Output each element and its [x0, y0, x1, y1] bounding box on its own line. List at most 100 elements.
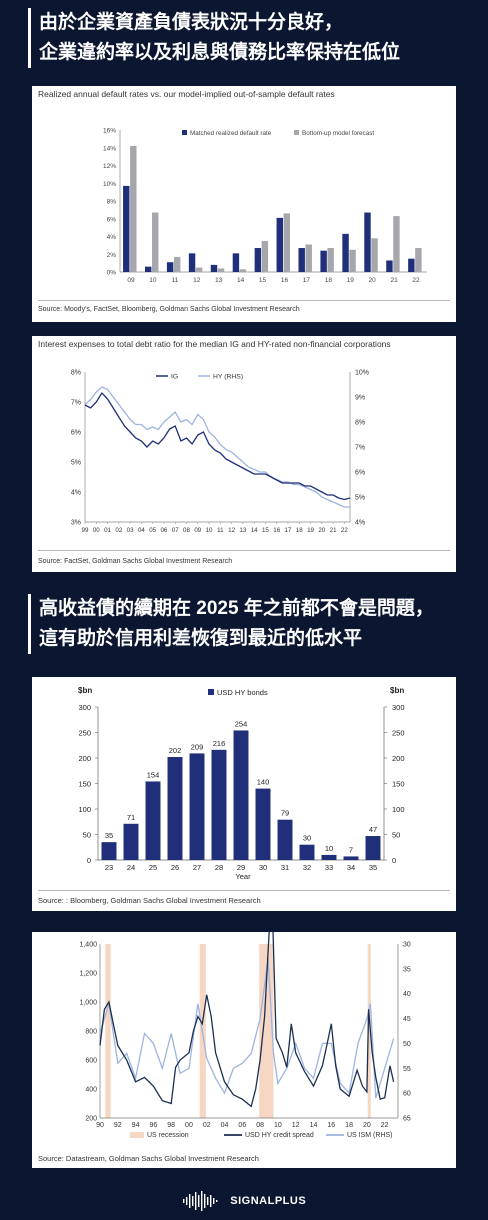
x-tick-label: 16 — [327, 1122, 335, 1129]
right-tick-label: 150 — [392, 780, 405, 789]
y-tick-label: 0% — [107, 270, 117, 277]
bar-realized — [232, 253, 240, 272]
left-tick-label: 3% — [71, 520, 81, 527]
x-tick-label: 25 — [149, 863, 157, 872]
data-label: 47 — [369, 825, 377, 834]
right-tick-label: 250 — [392, 729, 405, 738]
x-tick-label: 14 — [251, 527, 258, 534]
legend-label-ig: IG — [171, 374, 178, 381]
legend-label-0: Matched realized default rate — [190, 130, 272, 137]
data-label: 202 — [169, 746, 182, 755]
left-tick-label: 8% — [71, 370, 81, 377]
x-tick-label: 13 — [215, 277, 223, 284]
left-tick-label: 0 — [87, 856, 91, 865]
x-tick-label: 05 — [149, 527, 156, 534]
bar — [277, 819, 293, 860]
right-tick-label: 9% — [355, 395, 365, 402]
legend-label: USD HY bonds — [217, 688, 268, 697]
maturity-source: Source: : Bloomberg, Goldman Sachs Globa… — [38, 896, 261, 905]
brand-name: SIGNALPLUS — [230, 1195, 307, 1207]
bar — [299, 844, 315, 860]
data-label: 154 — [147, 770, 160, 779]
left-tick-label: 100 — [78, 805, 91, 814]
bar-realized — [320, 250, 327, 272]
right-tick-label: 65 — [403, 1116, 411, 1123]
x-tick-label: 15 — [259, 277, 267, 284]
left-tick-label: 1,200 — [79, 971, 97, 978]
left-tick-label: 150 — [78, 780, 91, 789]
data-label: 71 — [127, 813, 135, 822]
x-tick-label: 12 — [193, 277, 201, 284]
heading-top: 由於企業資產負債表狀況十分良好， 企業違約率以及利息與債務比率保持在低位 — [28, 8, 478, 68]
series-line-ig — [84, 391, 351, 501]
default-rates-title: Realized annual default rates vs. our mo… — [38, 89, 335, 99]
x-tick-label: 33 — [325, 863, 333, 872]
x-tick-label: 34 — [347, 863, 355, 872]
data-label: 216 — [213, 739, 226, 748]
x-tick-label: 06 — [238, 1122, 246, 1129]
legend-label-ism: US ISM (RHS) — [347, 1132, 393, 1139]
y-tick-label: 12% — [103, 163, 116, 170]
bar — [321, 854, 337, 860]
x-tick-label: 18 — [345, 1122, 353, 1129]
data-label: 79 — [281, 809, 289, 818]
x-tick-label: 98 — [167, 1122, 175, 1129]
x-tick-label: 03 — [127, 527, 134, 534]
x-tick-label: 09 — [194, 527, 201, 534]
footer: SIGNALPLUS — [0, 1190, 488, 1212]
bar-forecast — [349, 249, 356, 272]
x-tick-label: 16 — [281, 277, 289, 284]
x-tick-label: 08 — [256, 1122, 264, 1129]
data-label: 35 — [105, 831, 113, 840]
bar-realized — [123, 185, 130, 272]
bar-forecast — [239, 269, 247, 272]
x-tick-label: 30 — [259, 863, 267, 872]
default-rates-source: Source: Moody's, FactSet, Bloomberg, Gol… — [38, 306, 300, 313]
x-tick-label: 99 — [82, 527, 89, 534]
x-tick-label: 01 — [104, 527, 111, 534]
x-tick-label: 24 — [127, 863, 135, 872]
x-tick-label: 06 — [160, 527, 167, 534]
right-tick-label: 0 — [392, 856, 396, 865]
legend-swatch-0 — [182, 130, 187, 135]
maturity-card: $bn $bn 0 0 50 50 100 100 150 150 200 200 250 250 300 3… — [32, 677, 456, 911]
signal-bars-icon — [182, 1191, 218, 1211]
left-tick-label: 200 — [78, 754, 91, 763]
left-tick-label: 250 — [78, 729, 91, 738]
legend-label-hy: HY (RHS) — [213, 374, 243, 381]
series-line-ism — [99, 958, 395, 1099]
bar — [189, 753, 205, 860]
heading-top-line-2: 企業違約率以及利息與債務比率保持在低位 — [39, 42, 401, 63]
bar-forecast — [305, 244, 312, 272]
bar-forecast — [393, 216, 400, 272]
x-tick-label: 16 — [273, 527, 280, 534]
right-tick-label: 5% — [355, 495, 365, 502]
y-tick-label: 2% — [107, 252, 117, 259]
heading-middle-line-2: 這有助於信用利差恢復到最近的低水平 — [39, 628, 363, 649]
right-tick-label: 100 — [392, 805, 405, 814]
left-tick-label: 4% — [71, 490, 81, 497]
right-tick-label: 45 — [403, 1016, 411, 1023]
x-tick-label: 22 — [412, 277, 420, 284]
x-tick-label: 00 — [93, 527, 100, 534]
interest-ratio-source: Source: FactSet, Goldman Sachs Global In… — [38, 558, 233, 565]
bar-realized — [298, 248, 305, 272]
interest-ratio-card: Interest expenses to total debt ratio fo… — [32, 336, 456, 572]
bar-forecast — [261, 240, 269, 272]
x-tick-label: 19 — [347, 277, 355, 284]
left-tick-label: 1,400 — [79, 942, 97, 949]
right-tick-label: 55 — [403, 1066, 411, 1073]
right-tick-label: 4% — [355, 520, 365, 527]
x-tick-label: 13 — [239, 527, 246, 534]
x-tick-label: 28 — [215, 863, 223, 872]
left-tick-label: 50 — [83, 831, 91, 840]
bar — [233, 730, 249, 860]
interest-ratio-chart: 3% 4% 5% 6% 7% 8% 4% 5% 6% 7% 8% 9% 10% 99 00 01 02 03 04 0… — [71, 370, 369, 535]
left-tick-label: 300 — [78, 703, 91, 712]
legend-swatch-recession — [130, 1132, 144, 1138]
spread-ism-source: Source: Datastream, Goldman Sachs Global… — [38, 1154, 259, 1163]
right-unit-label: $bn — [390, 686, 404, 695]
bar — [101, 842, 117, 860]
bar — [255, 788, 271, 860]
bar-realized — [342, 233, 349, 272]
